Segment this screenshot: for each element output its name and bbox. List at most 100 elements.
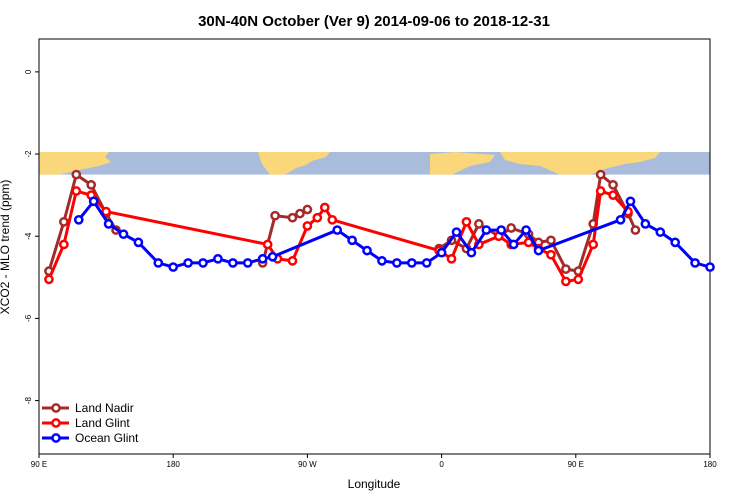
plot-frame — [38, 38, 711, 455]
series-line — [47, 189, 630, 283]
y-tick-label: -2 — [24, 150, 33, 158]
data-point — [451, 227, 462, 237]
data-point — [118, 229, 129, 240]
data-point — [302, 204, 313, 215]
data-point — [561, 276, 571, 287]
data-point — [198, 258, 208, 268]
data-point — [44, 274, 54, 285]
series-line — [77, 199, 711, 269]
data-point — [705, 262, 715, 272]
data-point — [595, 186, 606, 196]
data-point — [561, 264, 571, 274]
map-band-land — [258, 151, 330, 175]
data-point — [377, 256, 387, 266]
data-point — [319, 202, 330, 213]
legend-marker — [51, 418, 61, 428]
data-point — [362, 245, 372, 256]
data-point — [287, 212, 298, 223]
data-point — [88, 196, 99, 207]
y-axis-label: XCO2 - MLO trend (ppm) — [0, 180, 12, 315]
data-point — [133, 237, 144, 248]
data-point — [630, 225, 641, 235]
data-point — [242, 258, 253, 268]
data-point — [327, 214, 338, 225]
data-point — [73, 214, 84, 225]
data-point — [461, 216, 472, 227]
data-point — [287, 256, 298, 266]
series-lines — [44, 169, 715, 287]
data-point — [213, 253, 223, 264]
data-point — [546, 235, 556, 246]
map-band — [39, 151, 710, 175]
x-tick-label: 180 — [167, 460, 181, 469]
data-point — [392, 258, 402, 268]
y-tick-label: -4 — [24, 232, 33, 240]
data-point — [103, 219, 114, 229]
data-point — [270, 210, 280, 221]
y-tick-label: -6 — [24, 314, 33, 322]
data-point — [59, 216, 69, 227]
x-tick-label: 180 — [703, 460, 717, 469]
data-point — [436, 247, 447, 258]
data-point — [262, 239, 273, 250]
data-point — [312, 212, 323, 223]
legend-marker — [51, 403, 61, 413]
legend-label: Land Nadir — [75, 401, 134, 415]
data-point — [153, 258, 164, 268]
data-point — [71, 169, 82, 180]
x-tick-label: 90 E — [568, 460, 584, 469]
data-point — [466, 247, 477, 258]
data-point — [640, 219, 651, 229]
x-tick-label: 90 E — [31, 460, 47, 469]
chart-title: 30N-40N October (Ver 9) 2014-09-06 to 20… — [198, 13, 550, 30]
x-tick-label: 90 W — [298, 460, 317, 469]
data-point — [496, 225, 507, 235]
x-tick-label: 0 — [439, 460, 444, 469]
data-point — [690, 258, 700, 268]
data-point — [295, 208, 305, 219]
data-point — [588, 239, 599, 250]
data-point — [655, 227, 666, 237]
series-land-glint — [44, 186, 633, 287]
data-point — [332, 225, 343, 235]
data-point — [71, 186, 82, 196]
data-point — [227, 258, 238, 268]
map-band-land — [430, 151, 495, 175]
legend-marker — [51, 433, 61, 443]
data-point — [573, 274, 584, 285]
data-point — [625, 196, 636, 207]
y-tick-label: -8 — [24, 396, 33, 404]
data-point — [421, 258, 432, 268]
data-point — [101, 206, 111, 217]
data-point — [533, 245, 544, 256]
x-axis: 90 E 180 90 W 0 90 E 180 — [31, 454, 717, 469]
data-point — [506, 223, 517, 233]
data-point — [546, 249, 556, 260]
data-point — [406, 258, 417, 268]
series-ocean-glint — [73, 196, 715, 272]
data-point — [508, 239, 519, 250]
data-point — [608, 180, 618, 190]
data-point — [267, 251, 278, 262]
data-point — [595, 169, 606, 180]
data-point — [168, 262, 179, 272]
y-axis: 0 -2 -4 -6 -8 — [24, 69, 39, 404]
x-axis-label: Longitude — [348, 477, 401, 491]
data-point — [608, 190, 618, 200]
data-point — [474, 219, 484, 229]
y-tick-label: 0 — [24, 69, 33, 74]
data-point — [86, 180, 97, 190]
data-point — [183, 258, 193, 268]
data-point — [347, 235, 357, 246]
data-point — [446, 253, 457, 264]
data-point — [670, 237, 681, 248]
map-band-land — [500, 151, 660, 175]
legend-label: Land Glint — [75, 416, 130, 430]
data-point — [257, 253, 268, 264]
data-point — [481, 225, 492, 235]
data-point — [615, 214, 626, 225]
map-band-land — [39, 151, 111, 175]
data-point — [59, 239, 69, 250]
